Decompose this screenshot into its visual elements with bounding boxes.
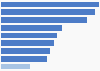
Bar — [1, 25, 62, 31]
Bar — [1, 40, 54, 46]
Bar — [1, 48, 50, 54]
Bar — [1, 56, 47, 62]
Bar — [1, 33, 57, 38]
Bar — [1, 17, 87, 23]
Bar — [1, 9, 95, 15]
Bar — [1, 64, 30, 69]
Bar — [1, 2, 99, 7]
